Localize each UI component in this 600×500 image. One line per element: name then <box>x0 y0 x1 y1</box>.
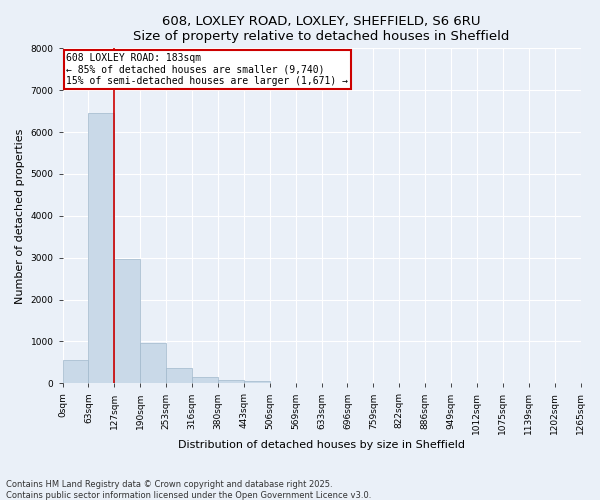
Title: 608, LOXLEY ROAD, LOXLEY, SHEFFIELD, S6 6RU
Size of property relative to detache: 608, LOXLEY ROAD, LOXLEY, SHEFFIELD, S6 … <box>133 15 510 43</box>
Bar <box>192 376 218 384</box>
Bar <box>62 360 88 384</box>
Bar <box>140 343 166 384</box>
Text: 608 LOXLEY ROAD: 183sqm
← 85% of detached houses are smaller (9,740)
15% of semi: 608 LOXLEY ROAD: 183sqm ← 85% of detache… <box>67 52 349 86</box>
Bar <box>166 368 192 384</box>
X-axis label: Distribution of detached houses by size in Sheffield: Distribution of detached houses by size … <box>178 440 465 450</box>
Text: Contains HM Land Registry data © Crown copyright and database right 2025.
Contai: Contains HM Land Registry data © Crown c… <box>6 480 371 500</box>
Bar <box>244 381 270 384</box>
Bar <box>88 113 115 384</box>
Bar <box>115 259 140 384</box>
Bar <box>218 380 244 384</box>
Y-axis label: Number of detached properties: Number of detached properties <box>15 128 25 304</box>
